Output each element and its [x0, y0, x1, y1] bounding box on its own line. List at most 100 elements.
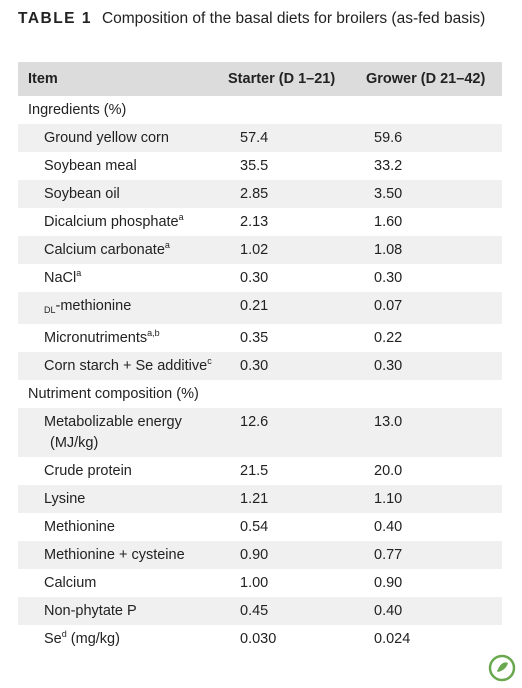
section-heading: Ingredients (%) [28, 102, 127, 118]
item-cell: DL-methionine [18, 292, 228, 324]
item-label: Calcium [44, 575, 97, 591]
item-cell: Ground yellow corn [18, 124, 228, 152]
item-cell: Micronutrimentsa,b [18, 324, 228, 352]
table-title: TABLE 1 Composition of the basal diets fo… [18, 8, 498, 30]
header-cell: Grower (D 21–42) [366, 62, 502, 96]
item-text: Metabolizable energy (MJ/kg) [44, 412, 228, 454]
footnote-mark: a [76, 268, 82, 279]
data-row: Lysine 1.21 1.10 [18, 485, 502, 513]
data-row: Soybean meal 35.5 33.2 [18, 152, 502, 180]
item-cell: Non-phytate P [18, 597, 228, 625]
grower-value: 0.30 [374, 270, 403, 286]
data-row: Crude protein 21.5 20.0 [18, 457, 502, 485]
table-caption: Composition of the basal diets for broil… [101, 10, 486, 27]
item-text: Methionine [44, 517, 228, 538]
table-body: Ingredients (%) Ground yellow corn 57.4 59.… [18, 96, 502, 653]
data-row: Metabolizable energy (MJ/kg) 12.6 13.0 [18, 408, 502, 457]
grower-value: 13.0 [366, 408, 502, 457]
starter-value: 2.85 [228, 180, 366, 208]
item-text: Ground yellow corn [44, 128, 228, 149]
item-label: Lysine [44, 491, 86, 507]
item-label: NaCl [44, 270, 77, 286]
item-label: Soybean oil [44, 186, 120, 202]
starter-value: 1.21 [228, 485, 366, 513]
item-cell: Sed (mg/kg) [18, 625, 228, 653]
starter-value: 0.30 [240, 270, 269, 286]
item-text: Soybean meal [44, 156, 228, 177]
footnote-mark: c [207, 356, 212, 367]
grower-value: 1.60 [374, 214, 403, 230]
section-heading: Nutriment composition (%) [28, 386, 199, 402]
table: Item Starter (D 1–21) Grower (D 21–42) I… [18, 62, 502, 653]
item-cell: Calcium [18, 569, 228, 597]
item-text: Non-phytate P [44, 601, 228, 622]
item-cell: NaCla [18, 264, 228, 292]
item-label: -methionine [55, 298, 132, 314]
data-row: Calcium 1.00 0.90 [18, 569, 502, 597]
item-label: Se [44, 631, 62, 647]
starter-value: 35.5 [240, 158, 269, 174]
item-cell: Crude protein [18, 457, 228, 485]
data-row: Methionine 0.54 0.40 [18, 513, 502, 541]
badge-icon [488, 654, 516, 682]
item-unit: (mg/kg) [70, 631, 120, 647]
table-header: Item Starter (D 1–21) Grower (D 21–42) [18, 62, 502, 96]
item-text: Corn starch + Se additivec [44, 356, 228, 377]
item-label: Methionine + cysteine [44, 547, 185, 563]
grower-value: 0.40 [374, 519, 403, 535]
item-label: Micronutriments [44, 330, 148, 346]
item-label: Soybean meal [44, 158, 137, 174]
item-label: Methionine [44, 519, 115, 535]
item-text: Sed (mg/kg) [44, 629, 228, 650]
item-text: Micronutrimentsa,b [44, 328, 228, 349]
data-row: Non-phytate P 0.45 0.40 [18, 597, 502, 625]
grower-value: 1.10 [366, 485, 502, 513]
data-row: Sed (mg/kg) 0.030 0.024 [18, 625, 502, 653]
grower-value: 0.07 [366, 292, 502, 324]
footnote-mark: a [178, 212, 184, 223]
item-text: NaCla [44, 268, 228, 289]
item-label: Non-phytate P [44, 603, 137, 619]
grower-value: 0.40 [366, 597, 502, 625]
table-label: TABLE 1 [18, 10, 92, 27]
item-label: Crude protein [44, 463, 132, 479]
starter-value: 21.5 [240, 463, 269, 479]
starter-value: 1.02 [228, 236, 366, 264]
item-cell: Soybean oil [18, 180, 228, 208]
grower-value: 0.30 [366, 352, 502, 380]
data-row: Dicalcium phosphatea 2.13 1.60 [18, 208, 502, 236]
grower-value: 59.6 [366, 124, 502, 152]
item-label: Calcium carbonate [44, 242, 165, 258]
footnote-mark: a,b [147, 328, 160, 339]
section-row: Ingredients (%) [18, 96, 502, 124]
data-row: Corn starch + Se additivec 0.30 0.30 [18, 352, 502, 380]
item-label: Dicalcium phosphate [44, 214, 179, 230]
data-row: Soybean oil 2.85 3.50 [18, 180, 502, 208]
item-text: Methionine + cysteine [44, 545, 228, 566]
starter-value: 0.45 [228, 597, 366, 625]
starter-value: 12.6 [228, 408, 366, 457]
starter-value: 0.21 [228, 292, 366, 324]
item-cell: Soybean meal [18, 152, 228, 180]
header-cell: Item [18, 62, 228, 96]
footnote-mark: d [61, 629, 67, 640]
item-text: Calcium [44, 573, 228, 594]
item-text: Calcium carbonatea [44, 240, 228, 261]
item-label: Ground yellow corn [44, 130, 169, 146]
starter-value: 2.13 [240, 214, 269, 230]
starter-value: 57.4 [228, 124, 366, 152]
starter-value: 0.30 [228, 352, 366, 380]
data-row: Methionine + cysteine 0.90 0.77 [18, 541, 502, 569]
section-row: Nutriment composition (%) [18, 380, 502, 408]
item-label: Corn starch + Se additive [44, 358, 208, 374]
grower-value: 3.50 [366, 180, 502, 208]
starter-value: 1.00 [240, 575, 269, 591]
item-cell: Methionine + cysteine [18, 541, 228, 569]
starter-value: 0.030 [240, 631, 277, 647]
item-cell: Metabolizable energy (MJ/kg) [18, 408, 228, 457]
item-cell: Calcium carbonatea [18, 236, 228, 264]
starter-value: 0.90 [228, 541, 366, 569]
item-cell: Dicalcium phosphatea [18, 208, 228, 236]
item-text: Soybean oil [44, 184, 228, 205]
